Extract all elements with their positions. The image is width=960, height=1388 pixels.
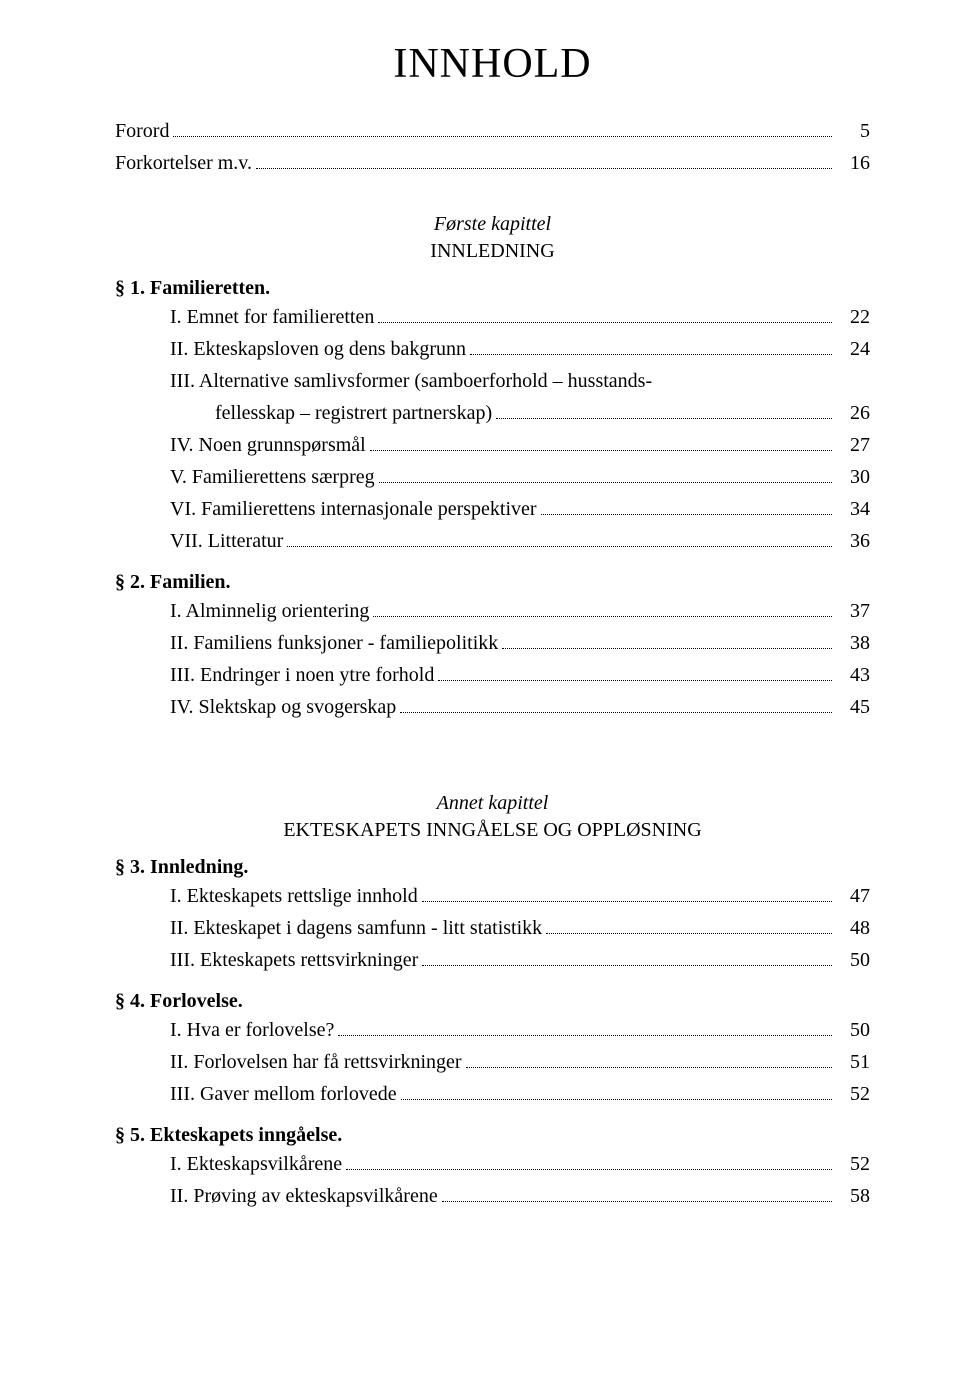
toc-page-number: 30 [836,462,870,493]
leader-dots [400,712,832,713]
section-heading: § 3. Innledning. [115,856,870,879]
toc-label: V. Familierettens særpreg [170,462,375,493]
leader-dots [401,1099,832,1100]
toc-label: II. Ekteskapsloven og dens bakgrunn [170,334,466,365]
chapter-title: INNLEDNING [115,240,870,263]
chapter-title: EKTESKAPETS INNGÅELSE OG OPPLØSNING [115,819,870,842]
toc-page-number: 43 [836,660,870,691]
toc-page-number: 37 [836,596,870,627]
toc-entry: V. Familierettens særpreg 30 [115,462,870,493]
toc-entry: III. Gaver mellom forlovede 52 [115,1079,870,1110]
toc-entry: II. Forlovelsen har få rettsvirkninger 5… [115,1047,870,1078]
toc-label: II. Forlovelsen har få rettsvirkninger [170,1047,462,1078]
toc-page-number: 48 [836,913,870,944]
page-container: INNHOLD Forord 5 Forkortelser m.v. 16 Fø… [0,0,960,1388]
toc-entry: III. Ekteskapets rettsvirkninger 50 [115,945,870,976]
section-heading: § 4. Forlovelse. [115,990,870,1013]
leader-dots [346,1169,832,1170]
toc-page-number: 24 [836,334,870,365]
toc-label: fellesskap – registrert partnerskap) [215,398,492,429]
chapter-header: Første kapittel [115,213,870,236]
toc-page-number: 38 [836,628,870,659]
leader-dots [546,933,832,934]
toc-label: IV. Noen grunnspørsmål [170,430,366,461]
leader-dots [256,168,832,169]
toc-entry: Forord 5 [115,116,870,147]
toc-label: Forord [115,116,169,147]
toc-entry: III. Endringer i noen ytre forhold 43 [115,660,870,691]
leader-dots [378,322,832,323]
toc-page-number: 27 [836,430,870,461]
toc-entry: I. Alminnelig orientering 37 [115,596,870,627]
toc-page-number: 34 [836,494,870,525]
leader-dots [502,648,832,649]
toc-label: I. Emnet for familieretten [170,302,374,333]
toc-label: I. Ekteskapets rettslige innhold [170,881,418,912]
leader-dots [470,354,832,355]
toc-label: III. Alternative samlivsformer (samboerf… [170,366,652,397]
toc-label: I. Hva er forlovelse? [170,1015,334,1046]
toc-page-number: 50 [836,945,870,976]
toc-entry: I. Ekteskapets rettslige innhold 47 [115,881,870,912]
toc-page-number: 58 [836,1181,870,1212]
toc-entry: VII. Litteratur 36 [115,526,870,557]
leader-dots [173,136,832,137]
leader-dots [422,965,832,966]
toc-entry: III. Alternative samlivsformer (samboerf… [115,366,870,397]
section-heading: § 1. Familieretten. [115,277,870,300]
toc-entry-continuation: fellesskap – registrert partnerskap) 26 [115,398,870,429]
toc-page-number: 26 [836,398,870,429]
toc-entry: II. Ekteskapet i dagens samfunn - litt s… [115,913,870,944]
toc-entry: I. Hva er forlovelse? 50 [115,1015,870,1046]
toc-label: II. Familiens funksjoner - familiepoliti… [170,628,498,659]
toc-label: Forkortelser m.v. [115,148,252,179]
toc-page-number: 47 [836,881,870,912]
toc-entry: Forkortelser m.v. 16 [115,148,870,179]
toc-label: III. Gaver mellom forlovede [170,1079,397,1110]
toc-page-number: 16 [836,148,870,179]
toc-entry: VI. Familierettens internasjonale perspe… [115,494,870,525]
toc-page-number: 45 [836,692,870,723]
leader-dots [422,901,832,902]
toc-label: II. Prøving av ekteskapsvilkårene [170,1181,438,1212]
toc-label: II. Ekteskapet i dagens samfunn - litt s… [170,913,542,944]
leader-dots [496,418,832,419]
toc-entry: II. Ekteskapsloven og dens bakgrunn 24 [115,334,870,365]
toc-entry: II. Familiens funksjoner - familiepoliti… [115,628,870,659]
chapter-header: Annet kapittel [115,792,870,815]
leader-dots [442,1201,832,1202]
leader-dots [287,546,832,547]
leader-dots [541,514,832,515]
toc-label: VII. Litteratur [170,526,283,557]
toc-entry: II. Prøving av ekteskapsvilkårene 58 [115,1181,870,1212]
toc-entry: I. Ekteskapsvilkårene 52 [115,1149,870,1180]
leader-dots [338,1035,832,1036]
leader-dots [370,450,832,451]
toc-page-number: 22 [836,302,870,333]
toc-entry: I. Emnet for familieretten 22 [115,302,870,333]
toc-page-number: 52 [836,1149,870,1180]
document-title: INNHOLD [115,40,870,88]
toc-label: VI. Familierettens internasjonale perspe… [170,494,537,525]
toc-page-number: 5 [836,116,870,147]
toc-label: III. Ekteskapets rettsvirkninger [170,945,418,976]
leader-dots [379,482,832,483]
section-heading: § 2. Familien. [115,571,870,594]
section-heading: § 5. Ekteskapets inngåelse. [115,1124,870,1147]
toc-label: I. Ekteskapsvilkårene [170,1149,342,1180]
leader-dots [373,616,832,617]
toc-page-number: 50 [836,1015,870,1046]
toc-label: I. Alminnelig orientering [170,596,369,627]
toc-entry: IV. Noen grunnspørsmål 27 [115,430,870,461]
toc-page-number: 36 [836,526,870,557]
toc-label: III. Endringer i noen ytre forhold [170,660,434,691]
toc-entry: IV. Slektskap og svogerskap 45 [115,692,870,723]
toc-page-number: 51 [836,1047,870,1078]
leader-dots [438,680,832,681]
toc-page-number: 52 [836,1079,870,1110]
leader-dots [466,1067,832,1068]
toc-label: IV. Slektskap og svogerskap [170,692,396,723]
